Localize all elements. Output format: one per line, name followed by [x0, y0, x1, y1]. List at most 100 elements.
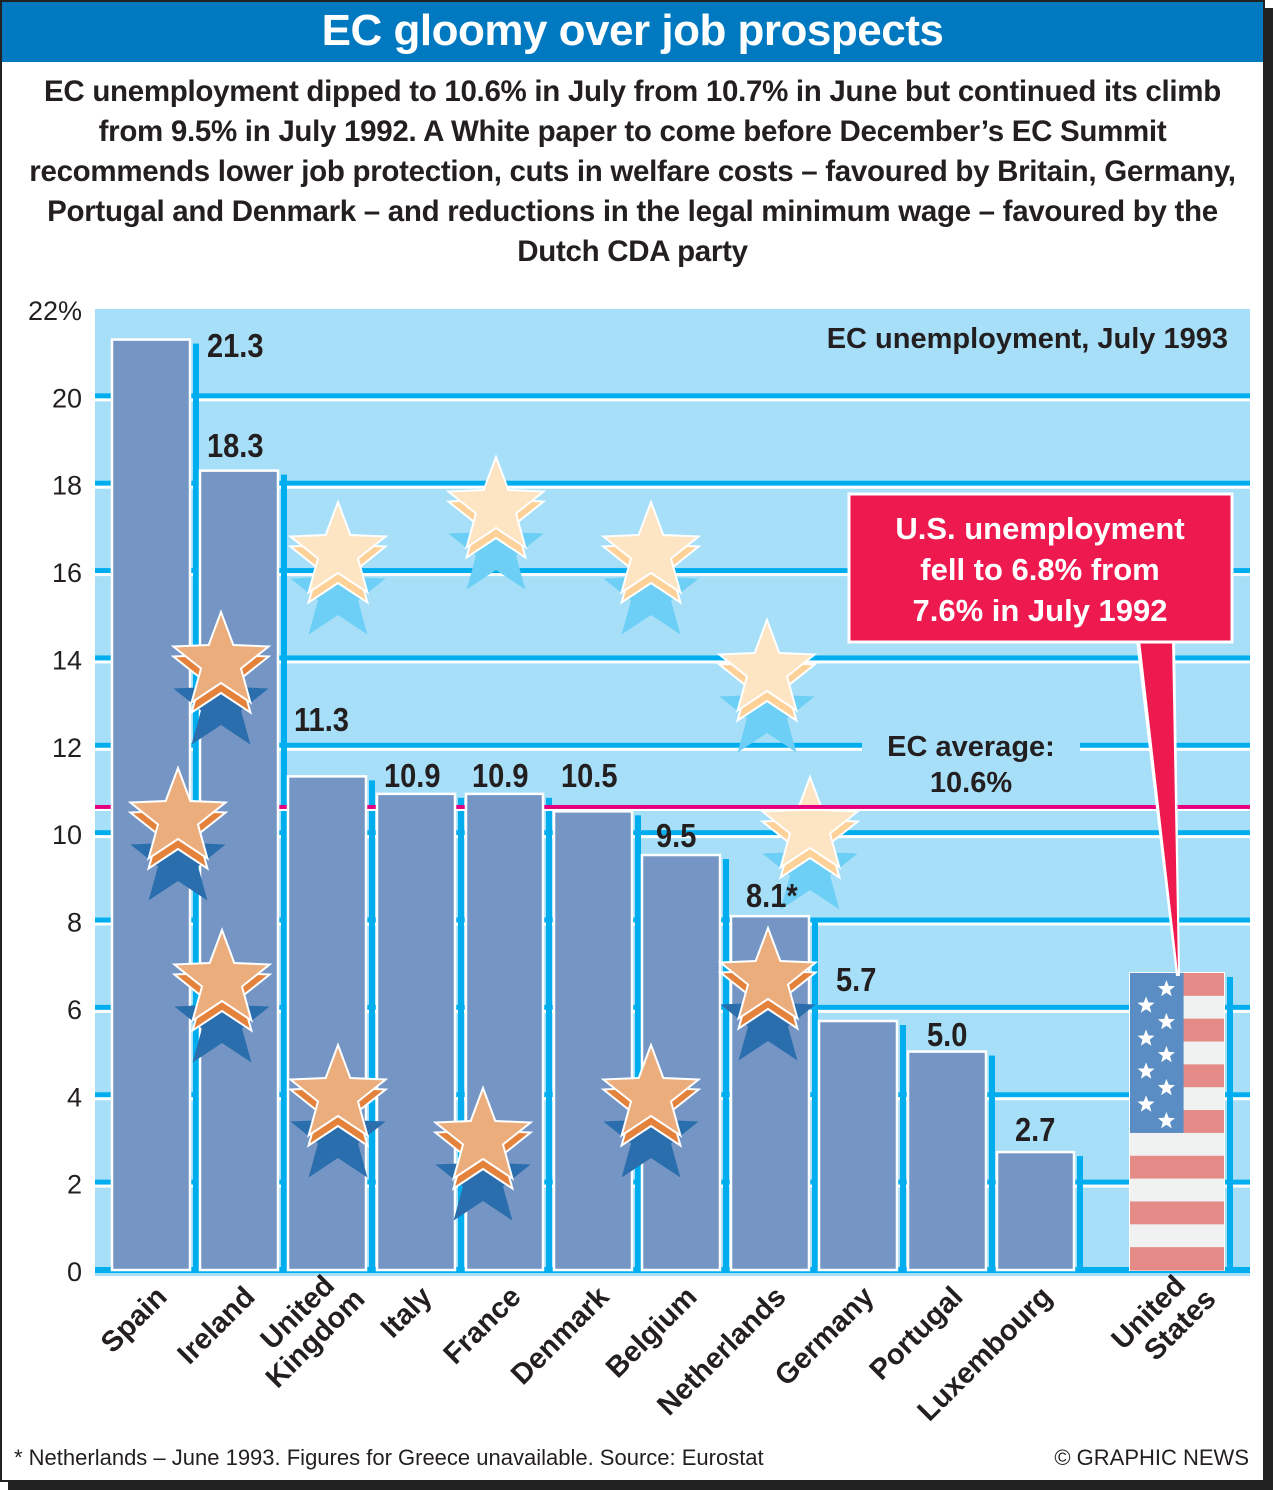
- star-face-icon: [445, 454, 547, 550]
- star-shadow-icon: [174, 972, 270, 1063]
- bars: [110, 338, 1225, 1272]
- gridline-14: [95, 655, 1250, 661]
- star-shadow-icon: [435, 1130, 531, 1221]
- y-tick-label: 12: [52, 733, 82, 763]
- y-tick-label: 18: [52, 471, 82, 501]
- ec-star: [716, 617, 818, 753]
- ec-star: [445, 454, 547, 590]
- star-face-icon: [716, 617, 818, 713]
- ec-average-label: EC average: 10.6%: [862, 722, 1080, 804]
- y-tick-label: 22%: [28, 296, 82, 326]
- flag-star-icon: [1157, 1012, 1175, 1030]
- bar-ireland: [198, 469, 280, 1272]
- gridline-highlight-12: [95, 747, 1250, 751]
- bar-portugal: [906, 1050, 988, 1272]
- bar-denmark: [552, 810, 634, 1272]
- chart-title: EC unemployment, July 1993: [827, 323, 1228, 355]
- bar-separator: [281, 474, 287, 1270]
- flag-stripe: [1130, 1247, 1224, 1271]
- y-tick-label: 0: [67, 1257, 82, 1287]
- star-face-icon: [171, 927, 273, 1023]
- ec-star: [600, 1042, 702, 1178]
- bar-separator: [458, 797, 464, 1270]
- flag-star-icon: [1157, 1111, 1175, 1129]
- star-face-icon: [287, 499, 389, 595]
- data-label: 18.3: [207, 427, 264, 464]
- star-face-icon: [127, 765, 229, 861]
- bar-separator: [1227, 976, 1233, 1270]
- star-shadow-icon: [603, 1087, 699, 1178]
- ec-star: [287, 1042, 389, 1178]
- data-label: 10.5: [561, 757, 618, 794]
- intro-text: EC unemployment dipped to 10.6% in July …: [29, 75, 1236, 268]
- y-tick-label: 14: [52, 645, 82, 675]
- us-callout: U.S. unemployment fell to 6.8% from 7.6% i…: [847, 492, 1234, 976]
- data-label: 21.3: [207, 327, 264, 364]
- flag-canton: [1130, 972, 1184, 1133]
- flag-stripe: [1130, 1155, 1224, 1180]
- star-face-icon: [717, 925, 819, 1021]
- x-label-line: Spain: [95, 1281, 173, 1359]
- x-label-line: Ireland: [172, 1281, 262, 1371]
- gridline-10: [95, 830, 1250, 836]
- x-label-france: France: [438, 1281, 528, 1371]
- gridline-highlight-20: [95, 398, 1250, 402]
- star-shadow-icon: [762, 819, 858, 910]
- x-label-line: Denmark: [505, 1280, 616, 1391]
- average-line: [95, 804, 1250, 809]
- x-label-italy: Italy: [375, 1281, 439, 1345]
- data-label: 8.1*: [746, 877, 799, 914]
- flag-stripe: [1130, 1224, 1224, 1248]
- y-tick-label: 4: [67, 1082, 82, 1112]
- ec-star: [717, 925, 819, 1061]
- ec-star: [170, 609, 272, 745]
- frame-shadow-right: [1265, 8, 1273, 1490]
- flag-stripe: [1130, 1132, 1224, 1157]
- star-face-icon: [170, 609, 272, 705]
- ec-average-line: [95, 804, 1250, 811]
- star-shadow-icon: [720, 970, 816, 1061]
- flag-star-icon: [1137, 1095, 1155, 1112]
- star-shadow-icon: [173, 654, 269, 745]
- flag-star-icon: [1137, 1029, 1155, 1046]
- flag-star-icon: [1137, 1062, 1155, 1079]
- callout-pointer: [1140, 640, 1178, 972]
- ec-star: [287, 499, 389, 635]
- bar-luxembourg: [995, 1150, 1076, 1272]
- x-label-line: Italy: [375, 1281, 439, 1345]
- y-tick-label: 16: [52, 558, 82, 588]
- gridline-highlight-18: [95, 485, 1250, 489]
- y-tick-label: 10: [52, 820, 82, 850]
- bar-united-states: [1129, 971, 1225, 1271]
- gridline-highlight-10: [95, 835, 1250, 839]
- bar-separator: [723, 859, 729, 1270]
- data-label: 10.9: [384, 757, 441, 794]
- flag-star-icon: [1137, 996, 1155, 1013]
- star-face-icon: [287, 1042, 389, 1138]
- average-line-highlight: [95, 808, 1250, 811]
- y-tick-label: 2: [67, 1170, 82, 1200]
- bar-separator: [1077, 1156, 1083, 1270]
- y-tick-label: 20: [52, 383, 82, 413]
- ec-average-label-line1: EC average:: [887, 731, 1055, 763]
- bar-separator: [989, 1055, 995, 1270]
- ec-star: [759, 774, 861, 910]
- data-labels: 21.3 18.3 11.3 10.9 10.9 10.5 9.5 8.1* 5.7 5.0 2.7: [207, 327, 1055, 1148]
- data-label: 10.9: [472, 757, 529, 794]
- star-shadow-icon: [130, 810, 226, 901]
- frame-shadow-bottom: [8, 1482, 1273, 1490]
- footnote: * Netherlands – June 1993. Figures for G…: [14, 1445, 764, 1470]
- star-face-icon: [600, 499, 702, 595]
- y-tick-label: 6: [67, 995, 82, 1025]
- flag-star-icon: [1157, 1045, 1175, 1063]
- flag-stripe: [1130, 1178, 1224, 1202]
- gridline-20: [95, 393, 1250, 399]
- bar-italy: [375, 792, 457, 1272]
- page-title: EC gloomy over job prospects: [2, 2, 1263, 62]
- ec-average-label-line2: 10.6%: [930, 767, 1012, 799]
- x-label-spain: Spain: [95, 1281, 173, 1359]
- bar-separator: [635, 815, 641, 1270]
